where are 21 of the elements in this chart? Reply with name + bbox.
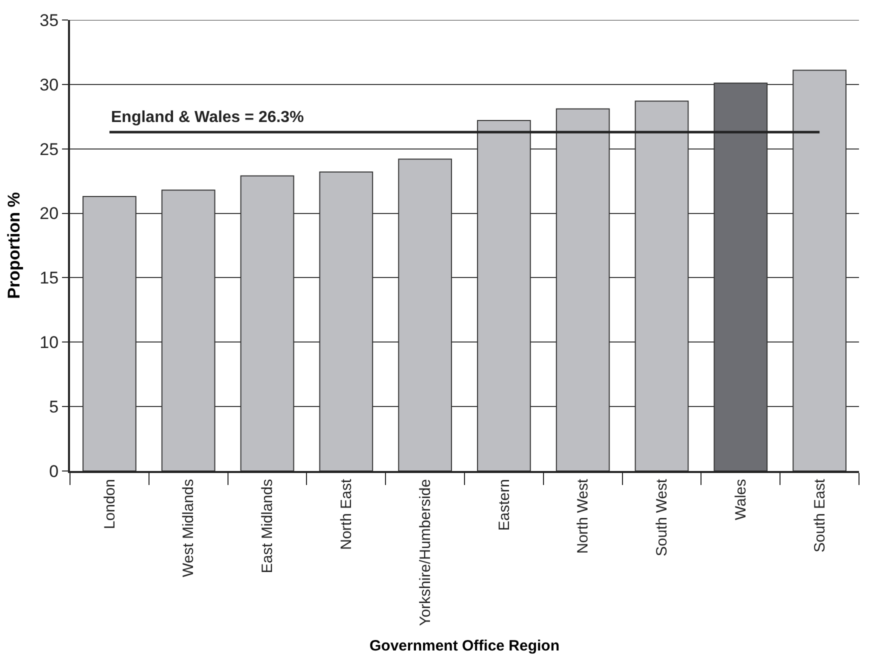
- x-tick-label: London: [101, 479, 118, 530]
- x-tick-label: Yorkshire/Humberside: [416, 479, 434, 626]
- x-tick-label: West Midlands: [180, 479, 198, 578]
- x-axis-title: Government Office Region: [369, 638, 560, 655]
- x-tick-label: North East: [338, 478, 356, 550]
- y-tick-label: 20: [40, 204, 59, 224]
- y-tick-label: 30: [40, 75, 59, 94]
- y-tick-label: 15: [40, 268, 59, 288]
- x-tick-label: South East: [811, 478, 828, 552]
- x-tick-label: South West: [654, 478, 671, 556]
- y-tick-label: 25: [40, 140, 59, 159]
- y-tick-label: 10: [40, 333, 59, 352]
- y-tick-label: 5: [49, 398, 59, 417]
- x-tick-label: North West: [574, 478, 592, 554]
- x-tick-label: East Midlands: [259, 479, 276, 574]
- ref-line-label: England & Wales = 26.3%: [111, 109, 304, 126]
- y-tick-label: 0: [49, 462, 59, 481]
- y-tick-label: 35: [40, 10, 59, 30]
- y-axis-title: Proportion %: [4, 192, 24, 299]
- x-tick-label: Wales: [732, 479, 750, 520]
- x-tick-label: Eastern: [496, 479, 513, 531]
